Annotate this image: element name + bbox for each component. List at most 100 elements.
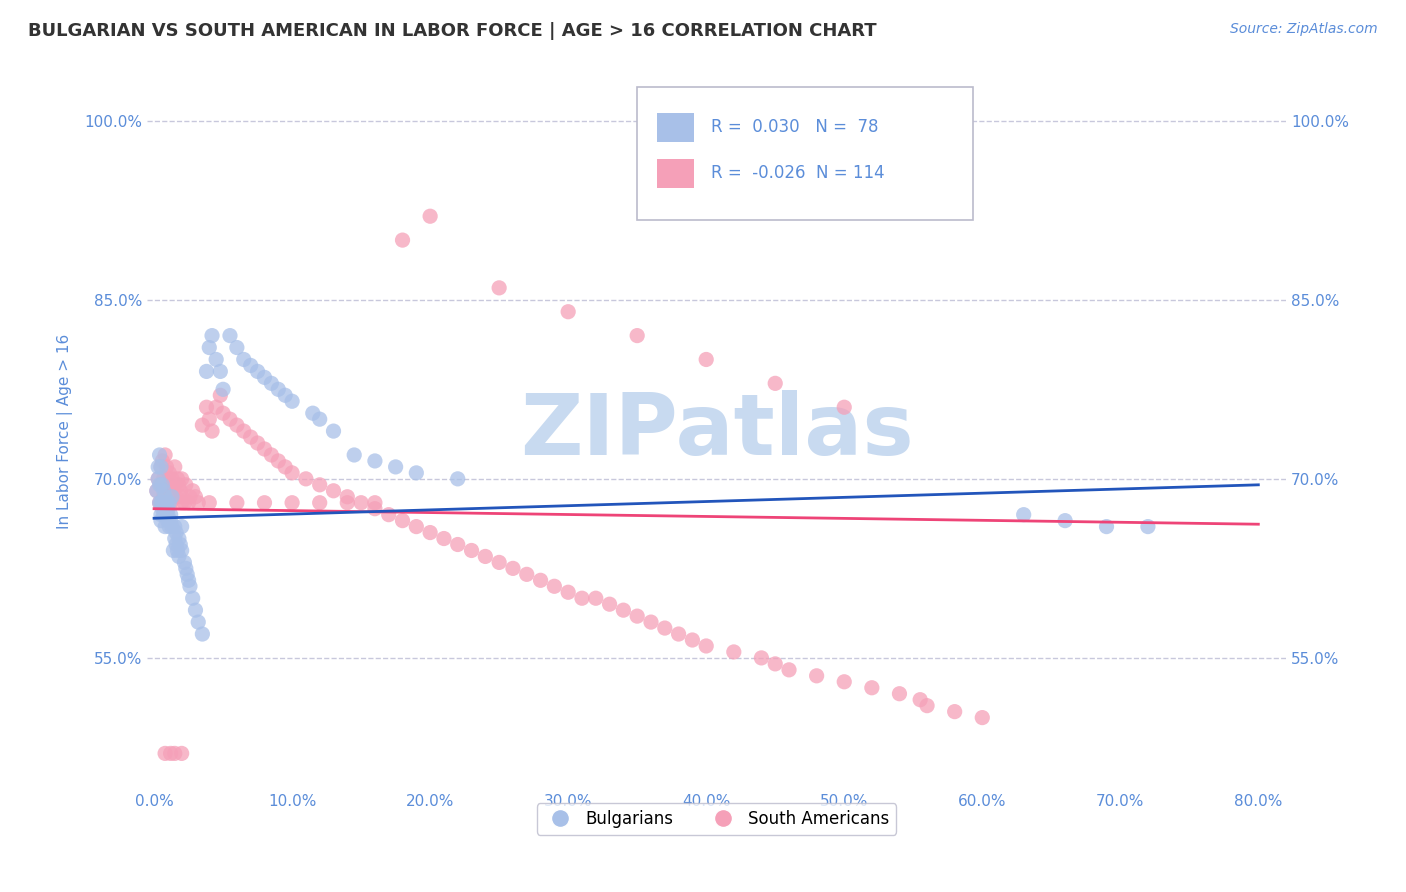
Point — [157, 466, 180, 480]
Point — [170, 496, 193, 510]
Point — [763, 376, 786, 391]
Point — [308, 478, 330, 492]
Point — [152, 496, 174, 510]
Point — [502, 561, 524, 575]
Legend: Bulgarians, South Americans: Bulgarians, South Americans — [537, 804, 896, 835]
Text: BULGARIAN VS SOUTH AMERICAN IN LABOR FORCE | AGE > 16 CORRELATION CHART: BULGARIAN VS SOUTH AMERICAN IN LABOR FOR… — [28, 22, 877, 40]
Point — [153, 747, 176, 761]
Point — [832, 401, 855, 415]
Point — [156, 472, 179, 486]
Point — [384, 459, 406, 474]
Point — [543, 579, 565, 593]
Point — [157, 496, 180, 510]
Point — [187, 496, 209, 510]
Point — [447, 537, 470, 551]
Point — [170, 472, 193, 486]
Point — [419, 209, 441, 223]
Point — [308, 496, 330, 510]
Point — [149, 478, 172, 492]
Point — [163, 459, 186, 474]
Point — [640, 615, 662, 629]
Point — [152, 508, 174, 522]
Point — [174, 561, 197, 575]
Point — [184, 603, 207, 617]
Point — [253, 496, 276, 510]
Point — [225, 341, 247, 355]
FancyBboxPatch shape — [637, 87, 973, 219]
Point — [160, 490, 183, 504]
Point — [179, 579, 201, 593]
Point — [179, 490, 201, 504]
Point — [626, 328, 648, 343]
Point — [557, 304, 579, 318]
Point — [205, 352, 228, 367]
Point — [152, 483, 174, 498]
Point — [149, 514, 172, 528]
Point — [163, 478, 186, 492]
Point — [1054, 514, 1077, 528]
Point — [191, 627, 214, 641]
Text: Source: ZipAtlas.com: Source: ZipAtlas.com — [1230, 22, 1378, 37]
Point — [260, 448, 283, 462]
Point — [163, 519, 186, 533]
Point — [723, 645, 745, 659]
Point — [169, 483, 191, 498]
Point — [148, 496, 170, 510]
Point — [174, 478, 197, 492]
Point — [170, 543, 193, 558]
Point — [149, 459, 172, 474]
Point — [322, 424, 344, 438]
Point — [391, 514, 413, 528]
Point — [195, 364, 218, 378]
Point — [152, 472, 174, 486]
Point — [163, 532, 186, 546]
Point — [212, 382, 235, 396]
Point — [184, 490, 207, 504]
Point — [150, 478, 173, 492]
Point — [681, 632, 703, 647]
Point — [205, 401, 228, 415]
Point — [972, 710, 994, 724]
Point — [225, 418, 247, 433]
Text: R =  -0.026  N = 114: R = -0.026 N = 114 — [711, 164, 884, 182]
Point — [889, 687, 911, 701]
Point — [763, 657, 786, 671]
Point — [516, 567, 538, 582]
Point — [149, 459, 172, 474]
FancyBboxPatch shape — [658, 160, 693, 188]
Point — [153, 501, 176, 516]
Point — [148, 472, 170, 486]
Point — [571, 591, 593, 606]
Point — [149, 496, 172, 510]
Point — [668, 627, 690, 641]
Point — [177, 574, 200, 588]
Point — [405, 466, 427, 480]
Point — [165, 490, 187, 504]
Point — [460, 543, 482, 558]
Point — [153, 478, 176, 492]
Point — [150, 501, 173, 516]
Point — [447, 472, 470, 486]
Point — [219, 328, 242, 343]
Point — [149, 496, 172, 510]
Point — [232, 424, 254, 438]
Point — [239, 359, 262, 373]
Point — [488, 281, 510, 295]
Point — [364, 496, 387, 510]
Point — [1095, 519, 1118, 533]
Point — [165, 537, 187, 551]
Point — [295, 472, 318, 486]
Point — [253, 370, 276, 384]
Point — [860, 681, 883, 695]
Point — [832, 674, 855, 689]
Point — [167, 549, 190, 564]
Point — [146, 483, 169, 498]
Point — [159, 508, 181, 522]
Point — [163, 747, 186, 761]
Point — [152, 490, 174, 504]
Point — [301, 406, 323, 420]
Point — [806, 669, 828, 683]
Point — [274, 388, 297, 402]
Point — [162, 483, 184, 498]
Point — [167, 532, 190, 546]
